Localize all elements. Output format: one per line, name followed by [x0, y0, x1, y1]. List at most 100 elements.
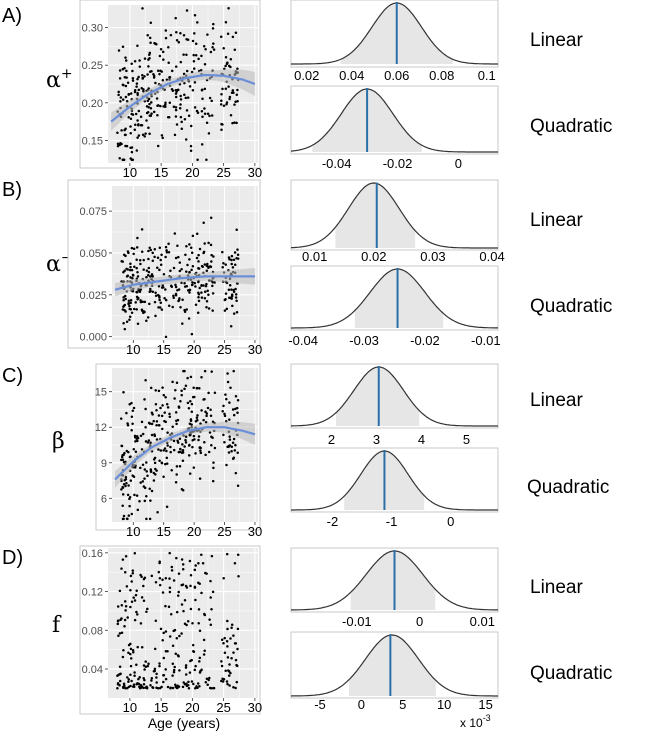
scatter-point: [134, 112, 138, 116]
scatter-point: [173, 397, 176, 400]
posterior-tick-label: 0: [416, 614, 423, 629]
scatter-point: [234, 471, 238, 475]
scatter-point: [148, 132, 151, 135]
scatter-point: [157, 306, 160, 309]
scatter-point: [132, 247, 136, 251]
x-tick-label: 30: [248, 165, 262, 180]
scatter-point: [175, 473, 178, 476]
posterior-tick-label: 3: [373, 432, 380, 447]
scatter-point: [127, 514, 131, 517]
scatter-point: [180, 389, 183, 392]
scatter-point: [181, 451, 185, 454]
scatter-point: [225, 397, 228, 401]
scatter-point: [129, 265, 132, 269]
scatter-point: [154, 581, 158, 584]
scatter-point: [162, 273, 166, 276]
scatter-point: [152, 669, 156, 673]
x-tick-label: 10: [123, 165, 137, 180]
scatter-point: [134, 450, 138, 453]
scatter-point: [184, 441, 188, 444]
scatter-point: [231, 441, 235, 444]
scatter-point: [129, 588, 132, 592]
scatter-point: [210, 608, 213, 611]
scatter-point: [153, 248, 157, 251]
scatter-point: [222, 261, 225, 265]
scatter-point: [154, 291, 157, 295]
scatter-point: [226, 656, 230, 659]
scatter-point: [160, 685, 163, 689]
scatter-point: [155, 676, 158, 679]
scatter-point: [210, 554, 214, 558]
scatter-point: [176, 244, 179, 248]
scatter-point: [148, 36, 152, 40]
scatter-point: [128, 318, 131, 321]
scatter-point: [209, 623, 213, 626]
scatter-point: [236, 411, 239, 415]
scatter-point: [154, 619, 158, 622]
scatter-point: [149, 248, 153, 252]
scatter-point: [147, 439, 151, 442]
scatter-point: [225, 552, 229, 556]
scatter-point: [226, 380, 230, 384]
scatter-point: [193, 81, 197, 84]
scatter-point: [190, 423, 193, 426]
scatter-point: [209, 408, 212, 411]
scatter-point: [233, 263, 237, 267]
scatter-point: [203, 649, 206, 653]
scatter-point: [183, 282, 186, 285]
scatter-point: [129, 647, 133, 651]
scatter-point: [172, 579, 176, 582]
posterior-tick-label: 0.08: [429, 68, 454, 83]
scatter-point: [204, 284, 208, 288]
scatter-point: [196, 21, 199, 24]
scatter-point: [143, 75, 146, 78]
scatter-point: [127, 302, 130, 305]
scatter-point: [123, 128, 126, 132]
scatter-point: [131, 79, 135, 82]
scatter-point: [208, 618, 211, 621]
posterior-tick-label: 0.1: [478, 68, 496, 83]
posterior-tick-label: 10: [437, 697, 451, 712]
scatter-point: [232, 91, 235, 94]
scatter-point: [198, 286, 201, 290]
scatter-point: [232, 634, 235, 637]
scatter-point: [212, 686, 215, 690]
scatter-point: [230, 254, 234, 258]
scatter-point: [177, 572, 181, 575]
x-tick-label: 15: [154, 165, 168, 180]
scatter-point: [173, 665, 176, 669]
scatter-point: [133, 599, 137, 602]
scatter-point: [200, 291, 203, 294]
posterior-tick-label: 0.04: [479, 249, 504, 264]
scatter-point: [185, 69, 189, 73]
scatter-point: [117, 93, 120, 97]
scatter-point: [183, 598, 187, 602]
parameter-superscript: +: [61, 66, 73, 82]
scatter-point: [156, 510, 159, 514]
scatter-point: [133, 466, 137, 469]
scatter-point: [197, 438, 200, 442]
scatter-point: [138, 685, 141, 688]
scatter-point: [135, 610, 138, 614]
scatter-point: [174, 685, 178, 689]
scatter-point: [150, 676, 154, 680]
scatter-point: [168, 586, 172, 590]
scatter-point: [221, 123, 224, 126]
scatter-point: [143, 477, 146, 480]
scatter-point: [148, 302, 151, 306]
scatter-point: [184, 664, 188, 667]
scatter-point: [148, 422, 152, 425]
scatter-point: [120, 631, 124, 635]
scatter-point: [184, 673, 188, 676]
scatter-point: [120, 488, 123, 491]
scatter-point: [221, 250, 224, 254]
x-tick-label: 25: [217, 342, 231, 357]
scatter-point: [211, 27, 215, 30]
parameter-symbol: α: [46, 252, 61, 277]
posterior-tick-label: -0.02: [410, 333, 440, 348]
scatter-point: [229, 113, 233, 117]
scatter-point: [172, 266, 176, 270]
scatter-point: [147, 257, 150, 261]
scatter-point: [158, 664, 161, 668]
scatter-point: [146, 99, 150, 103]
